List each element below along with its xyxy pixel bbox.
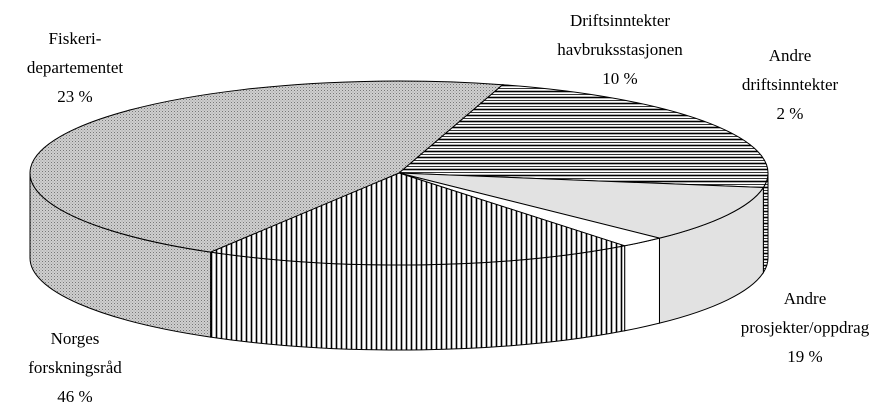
- slice-label: forskningsråd: [28, 358, 122, 377]
- slice-label: Norges: [51, 329, 100, 348]
- slice-label: prosjekter/oppdrag: [741, 318, 870, 337]
- value-label: 23 %: [57, 87, 92, 106]
- slice-label: departementet: [27, 58, 124, 77]
- value-label: 19 %: [787, 347, 822, 366]
- value-label: 46 %: [57, 387, 92, 406]
- slice-label: Andre: [769, 46, 811, 65]
- slice: [397, 84, 769, 189]
- slice-label: Andre: [784, 289, 826, 308]
- value-label: 10 %: [602, 69, 637, 88]
- slice: [208, 172, 625, 266]
- slice: [398, 172, 765, 239]
- slice-side: [762, 172, 769, 275]
- slice-label: driftsinntekter: [742, 75, 839, 94]
- slice-label: Driftsinntekter: [570, 11, 670, 30]
- slice-side: [624, 237, 660, 332]
- slice-label: Fiskeri-: [49, 29, 102, 48]
- slice: [29, 80, 504, 253]
- slice-label: havbruksstasjonen: [557, 40, 683, 59]
- value-label: 2 %: [777, 104, 804, 123]
